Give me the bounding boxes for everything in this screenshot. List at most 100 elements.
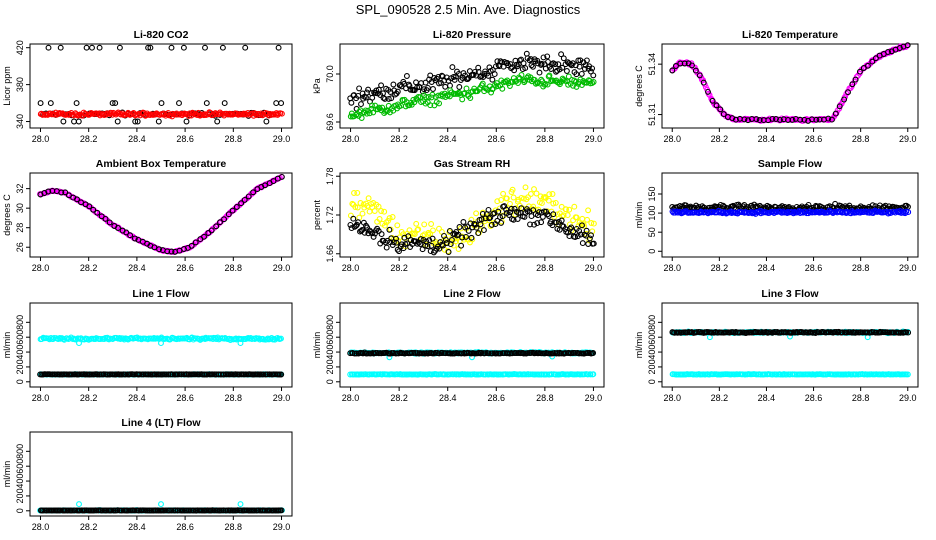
data-point (503, 195, 510, 202)
data-point (87, 111, 93, 118)
data-point (520, 60, 527, 67)
data-point (544, 53, 551, 60)
y-axis-label: ml/min (312, 332, 322, 359)
data-point (228, 110, 235, 117)
data-point (260, 371, 267, 378)
data-point (217, 109, 223, 116)
x-tick-label: 29.0 (585, 134, 603, 144)
data-point (773, 116, 779, 122)
data-point (180, 44, 187, 51)
data-point (530, 203, 537, 210)
data-point (432, 77, 439, 84)
data-point (429, 235, 436, 242)
plot-frame (339, 302, 605, 388)
data-point (552, 61, 559, 68)
panel-title: Line 3 Flow (761, 288, 819, 300)
data-point (515, 210, 522, 216)
x-tick-label: 28.8 (536, 393, 554, 403)
data-point (379, 104, 386, 111)
data-point (454, 90, 461, 97)
data-point (245, 193, 252, 200)
data-point (531, 221, 538, 228)
panel-title: Sample Flow (758, 158, 823, 170)
y-axis-label: ml/min (634, 332, 644, 359)
data-point (573, 83, 580, 90)
y-axis-label: ml/min (2, 461, 12, 488)
data-point (865, 62, 872, 68)
data-point (527, 371, 534, 378)
y-axis-label: kPa (312, 78, 322, 94)
data-point (427, 102, 434, 109)
data-point (221, 216, 228, 223)
data-point (445, 249, 452, 255)
data-point (57, 44, 64, 51)
data-point (687, 203, 694, 210)
x-tick-label: 28.4 (128, 134, 146, 144)
x-tick-label: 28.2 (711, 263, 729, 273)
y-tick-label: 200 (647, 359, 657, 374)
x-tick-label: 28.8 (225, 522, 243, 532)
plot-frame (661, 43, 919, 129)
data-point (828, 116, 835, 123)
data-point (350, 215, 357, 222)
y-tick-label: 400 (647, 345, 657, 360)
data-point (577, 76, 584, 83)
x-tick-label: 28.0 (32, 134, 50, 144)
data-point (904, 371, 911, 378)
data-point (89, 44, 95, 51)
data-point (366, 208, 373, 215)
data-point (192, 239, 199, 246)
panel-title: Li-820 CO2 (134, 29, 189, 41)
data-point (522, 65, 529, 72)
y-axis-label: ml/min (634, 202, 644, 229)
y-tick-label: 150 (647, 186, 657, 201)
panel-4: Ambient Box Temperature degrees C 28.0 28.2… (2, 158, 293, 273)
data-point (436, 245, 443, 252)
data-point (489, 76, 496, 83)
data-point (473, 224, 480, 231)
data-point (221, 100, 228, 107)
data-point (257, 111, 264, 118)
data-point (480, 227, 487, 234)
data-point (528, 62, 535, 69)
x-tick-label: 28.4 (439, 393, 457, 403)
data-point (689, 62, 695, 69)
data-point (450, 74, 457, 80)
data-point (769, 371, 776, 378)
data-point (464, 76, 471, 82)
data-point (172, 111, 179, 118)
y-tick-label: 0 (325, 379, 335, 384)
data-point (375, 86, 382, 93)
x-tick-label: 28.0 (342, 263, 360, 273)
x-tick-label: 28.8 (536, 263, 554, 273)
data-point (181, 246, 187, 252)
y-tick-label: 800 (15, 315, 25, 330)
data-point (451, 76, 458, 83)
data-point (579, 240, 586, 247)
data-point (579, 215, 586, 222)
data-point (363, 110, 370, 117)
data-point (403, 73, 410, 79)
data-point (455, 246, 462, 252)
data-point (262, 182, 268, 189)
data-point (487, 223, 494, 229)
data-point (507, 200, 513, 207)
data-points (347, 349, 597, 378)
data-point (355, 219, 362, 226)
y-tick-label: 340 (15, 114, 25, 129)
data-point (348, 99, 355, 106)
data-point (565, 73, 572, 80)
data-point (447, 82, 453, 89)
data-point (869, 58, 876, 65)
y-tick-label: 0 (647, 249, 657, 254)
data-point (375, 203, 382, 210)
data-point (832, 110, 839, 117)
data-point (414, 240, 421, 247)
y-tick-label: 1.72 (325, 206, 335, 224)
y-tick-label: 70.0 (325, 65, 335, 83)
data-point (732, 116, 739, 123)
data-point (365, 86, 372, 93)
data-point (724, 209, 731, 216)
plot-frame (661, 172, 919, 258)
data-point (849, 81, 856, 88)
